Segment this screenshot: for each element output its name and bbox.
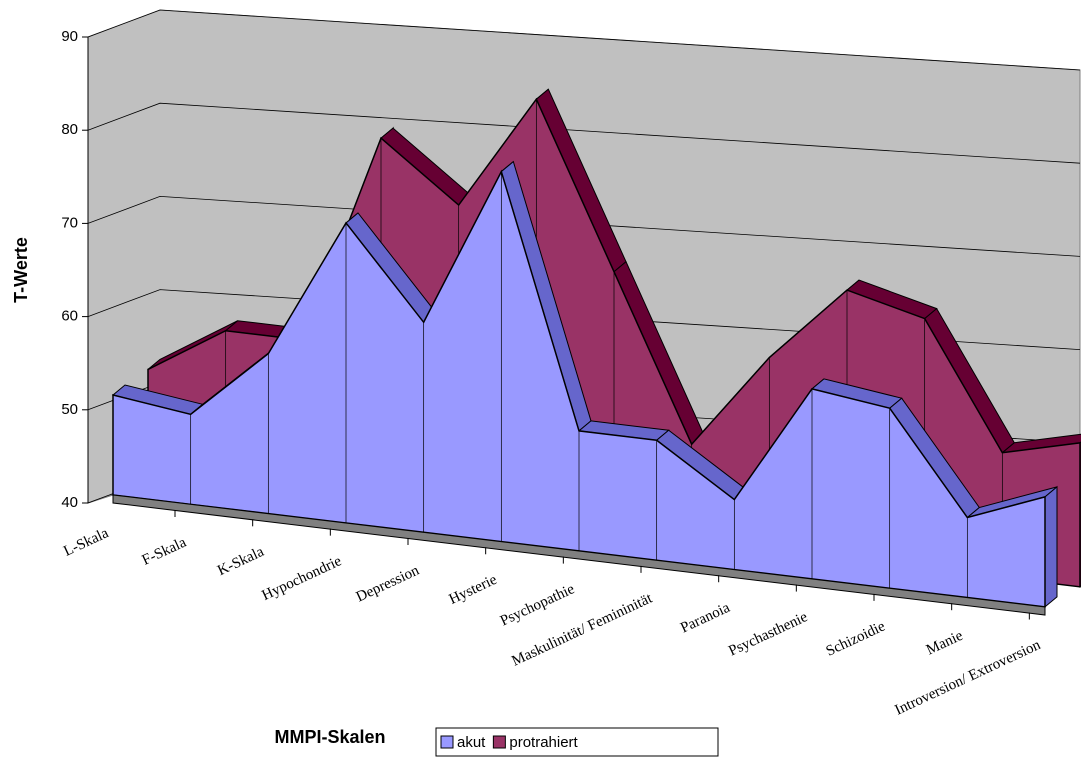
y-tick-label: 40 xyxy=(61,494,78,511)
y-tick-label: 90 xyxy=(61,28,78,45)
x-tick-label: Depression xyxy=(354,562,422,605)
x-axis-title: MMPI-Skalen xyxy=(274,727,385,747)
x-tick-label: Psychasthenie xyxy=(726,609,810,660)
x-tick-label: Schizoidie xyxy=(824,618,888,659)
grid-line xyxy=(87,9,1081,71)
legend-box xyxy=(435,727,719,757)
x-tick-label: K-Skala xyxy=(215,544,267,579)
x-tick-label: Introversion/ Extroversion xyxy=(893,637,1044,719)
floor-edge xyxy=(112,494,1046,616)
x-tick-label: Manie xyxy=(924,628,966,659)
grid-line xyxy=(87,195,1081,257)
grid-line xyxy=(87,289,1081,350)
y-tick-label: 60 xyxy=(61,308,78,325)
x-tick-label: Paranoia xyxy=(678,600,733,637)
legend-label: protrahiert xyxy=(509,734,578,751)
x-tick-label: Psychopathie xyxy=(498,581,578,629)
x-tick-label: L-Skala xyxy=(61,525,111,560)
legend: akut protrahiert xyxy=(435,727,719,757)
legend-swatch xyxy=(440,735,454,749)
y-tick-label: 70 xyxy=(61,214,78,231)
x-tick-label: Hysterie xyxy=(447,572,500,608)
y-tick-label: 80 xyxy=(61,121,78,138)
y-axis-title: T-Werte xyxy=(11,237,31,303)
y-tick-label: 50 xyxy=(61,401,78,418)
grid-line xyxy=(87,102,1081,164)
x-tick-label: F-Skala xyxy=(140,534,189,568)
legend-label: akut xyxy=(457,734,486,751)
area-side xyxy=(1044,485,1058,608)
legend-swatch xyxy=(492,735,506,749)
x-tick-label: Hypochondrie xyxy=(260,553,345,604)
